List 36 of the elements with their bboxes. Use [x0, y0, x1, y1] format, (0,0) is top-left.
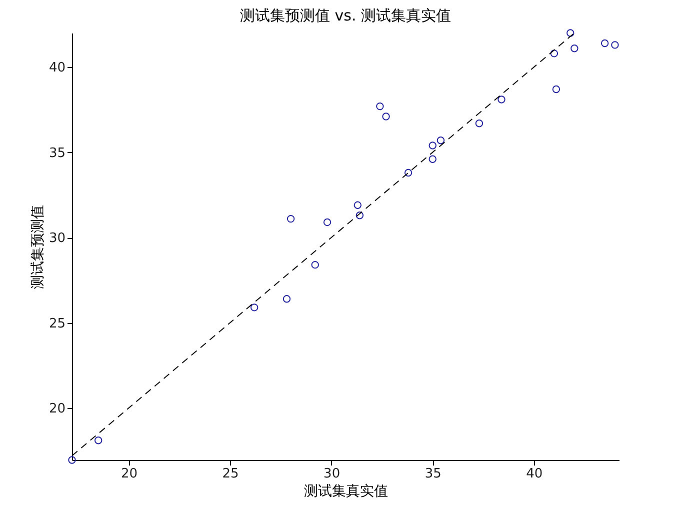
point: [498, 96, 506, 104]
y-tick-label: 30: [48, 231, 66, 246]
x-axis-title: 测试集真实值: [304, 484, 388, 500]
point: [376, 102, 384, 110]
y-tick-label: 40: [48, 60, 66, 76]
point: [611, 41, 619, 49]
point: [566, 29, 574, 37]
point: [354, 201, 362, 210]
point: [250, 304, 258, 312]
y-tick-label: 35: [48, 146, 66, 161]
point: [550, 50, 558, 58]
x-tick-label: 35: [424, 466, 442, 482]
point: [311, 260, 319, 269]
point: [428, 155, 436, 163]
point: [282, 295, 291, 303]
point: [436, 136, 445, 144]
point: [323, 218, 332, 226]
x-tick-label: 25: [222, 466, 239, 482]
point: [552, 85, 560, 94]
chart-title: 测试集预测值 vs. 测试集真实值: [240, 6, 451, 25]
point: [68, 456, 76, 464]
y-tick-label: 25: [48, 316, 66, 332]
point: [286, 214, 295, 223]
x-tick-label: 20: [120, 466, 138, 482]
y-axis-title: 测试集预测值: [30, 205, 46, 289]
x-tick-label: 30: [324, 466, 340, 482]
point: [94, 436, 102, 444]
point: [382, 112, 390, 120]
point: [428, 142, 436, 150]
point: [570, 44, 578, 52]
y-tick-label: 20: [48, 402, 66, 417]
point: [475, 119, 484, 128]
point: [600, 39, 609, 48]
point: [404, 168, 412, 177]
x-tick-label: 40: [526, 466, 543, 482]
point: [356, 212, 364, 220]
